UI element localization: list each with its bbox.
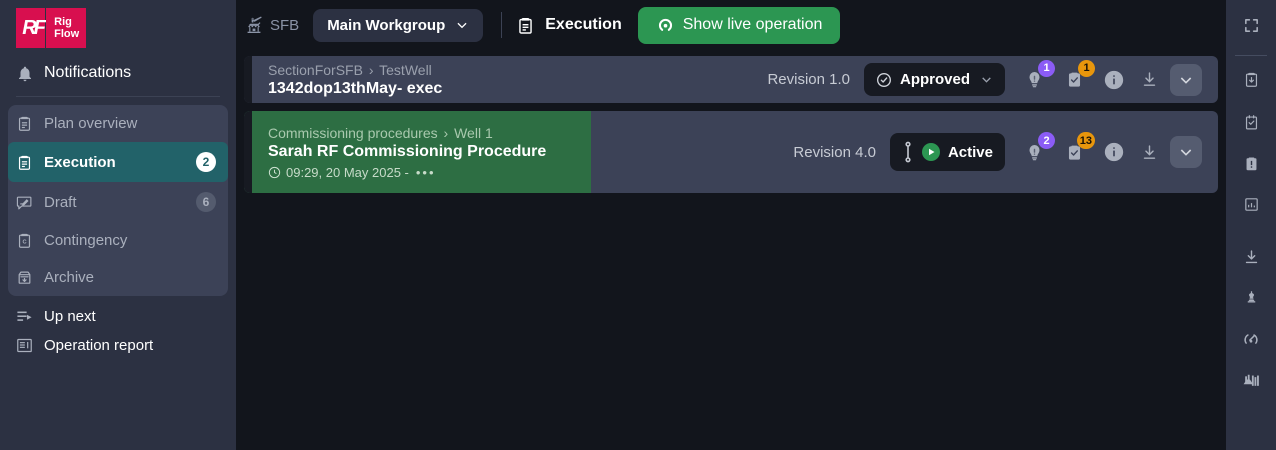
svg-text:C: C (22, 240, 26, 246)
